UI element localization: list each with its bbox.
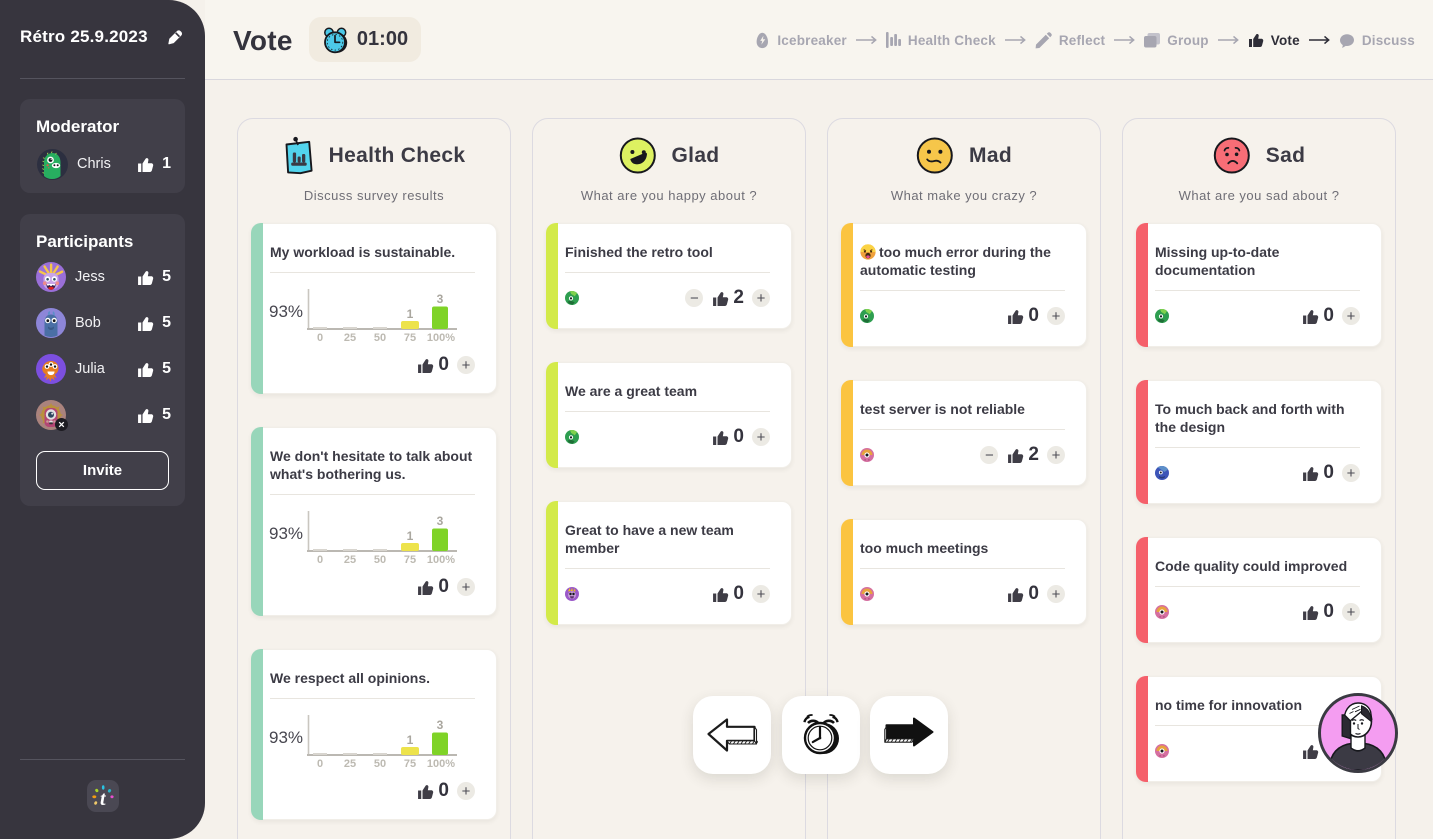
- svg-text:0: 0: [317, 332, 323, 344]
- svg-text:1: 1: [407, 307, 414, 321]
- svg-text:0: 0: [317, 554, 323, 566]
- svg-text:75: 75: [404, 332, 416, 344]
- svg-text:1: 1: [407, 733, 414, 747]
- svg-text:75: 75: [404, 758, 416, 770]
- svg-text:25: 25: [344, 758, 356, 770]
- svg-text:3: 3: [437, 718, 444, 732]
- svg-text:3: 3: [437, 292, 444, 306]
- svg-text:0: 0: [317, 758, 323, 770]
- svg-text:75: 75: [404, 554, 416, 566]
- svg-text:100%: 100%: [427, 332, 455, 344]
- svg-text:25: 25: [344, 332, 356, 344]
- svg-text:25: 25: [344, 554, 356, 566]
- svg-text:50: 50: [374, 758, 386, 770]
- svg-text:50: 50: [374, 554, 386, 566]
- svg-text:100%: 100%: [427, 758, 455, 770]
- svg-text:50: 50: [374, 332, 386, 344]
- svg-text:1: 1: [407, 529, 414, 543]
- svg-text:3: 3: [437, 514, 444, 528]
- svg-text:t: t: [100, 788, 107, 810]
- svg-text:100%: 100%: [427, 554, 455, 566]
